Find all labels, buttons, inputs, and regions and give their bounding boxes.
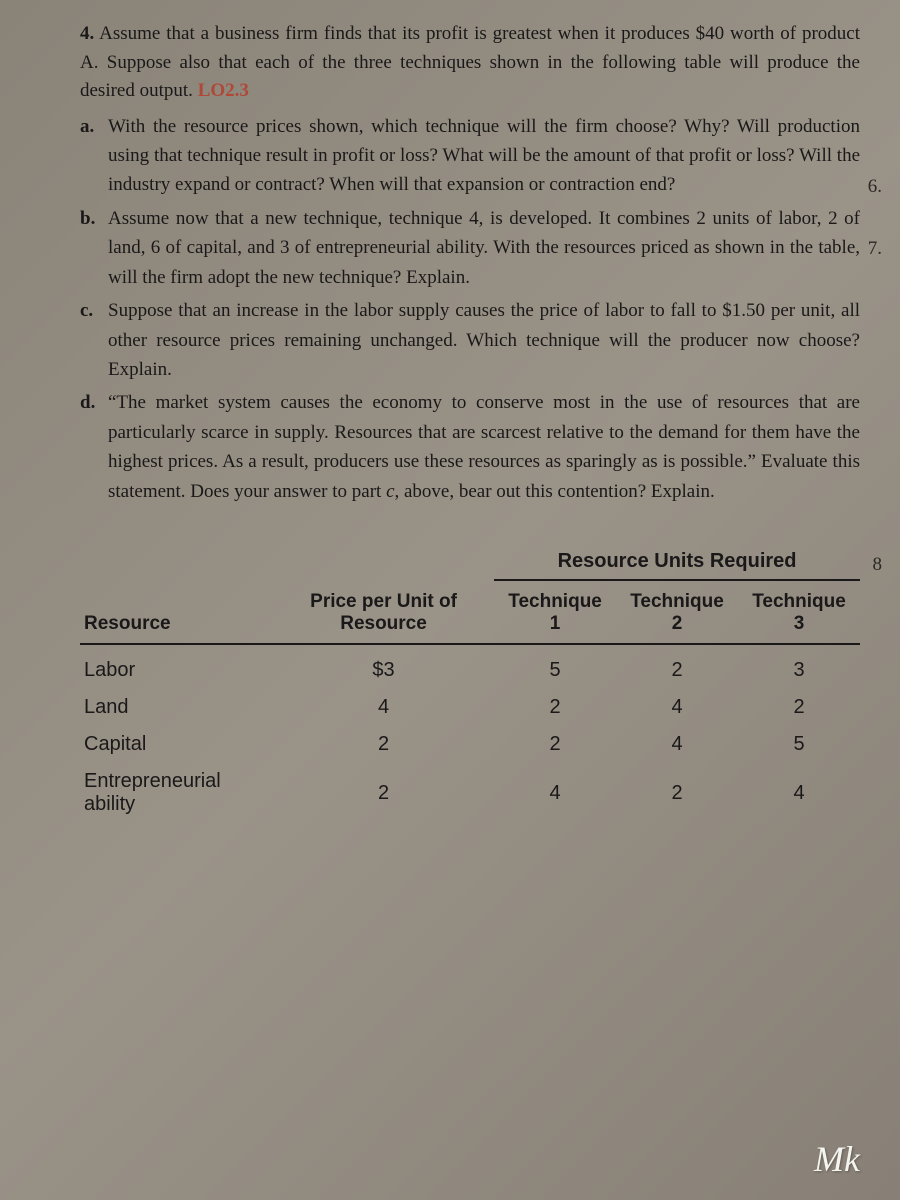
- sub-marker-c: c.: [80, 296, 93, 325]
- cell-resource: Capital: [80, 726, 273, 763]
- sub-question-b: b. Assume now that a new technique, tech…: [108, 204, 860, 292]
- sub-question-list: a. With the resource prices shown, which…: [80, 112, 860, 507]
- sub-d-text-after: , above, bear out this contention? Expla…: [395, 481, 715, 502]
- question-number: 4.: [80, 23, 94, 44]
- sub-question-c: c. Suppose that an increase in the labor…: [108, 296, 860, 384]
- cell-t1: 2: [494, 689, 616, 726]
- sub-marker-d: d.: [80, 388, 95, 417]
- cell-t3: 4: [738, 763, 860, 823]
- cell-t2: 2: [616, 763, 738, 823]
- question-4-intro: 4. Assume that a business firm finds tha…: [80, 20, 860, 106]
- cell-resource: Labor: [80, 644, 273, 689]
- sub-d-italic-c: c: [386, 481, 394, 502]
- cell-resource: Entrepreneurial ability: [80, 763, 273, 823]
- cell-price: 2: [273, 726, 494, 763]
- table-body: Labor $3 5 2 3 Land 4 2 4 2 Capital 2 2: [80, 644, 860, 823]
- textbook-page: 6. 7. 8 4. Assume that a business firm f…: [80, 20, 860, 823]
- cell-t3: 3: [738, 644, 860, 689]
- col-header-t1: Technique 1: [494, 580, 616, 644]
- cell-t2: 2: [616, 644, 738, 689]
- sub-b-text: Assume now that a new technique, techniq…: [108, 208, 860, 288]
- margin-ref-7: 7.: [868, 238, 882, 260]
- cell-resource: Land: [80, 689, 273, 726]
- cell-t1: 5: [494, 644, 616, 689]
- resource-table: Resource Units Required Resource Price p…: [80, 544, 860, 823]
- sub-question-a: a. With the resource prices shown, which…: [108, 112, 860, 200]
- sub-c-text: Suppose that an increase in the labor su…: [108, 300, 860, 380]
- table-row: Capital 2 2 4 5: [80, 726, 860, 763]
- cell-price: 4: [273, 689, 494, 726]
- cell-price: 2: [273, 763, 494, 823]
- cell-t2: 4: [616, 689, 738, 726]
- sub-a-text: With the resource prices shown, which te…: [108, 116, 860, 196]
- table-spanner-header: Resource Units Required: [494, 544, 860, 580]
- table-row: Entrepreneurial ability 2 4 2 4: [80, 763, 860, 823]
- col-header-resource: Resource: [80, 580, 273, 644]
- lo-reference: LO2.3: [198, 80, 249, 101]
- sub-marker-b: b.: [80, 204, 95, 233]
- cell-t2: 4: [616, 726, 738, 763]
- sub-marker-a: a.: [80, 112, 94, 141]
- resource-table-container: Resource Units Required Resource Price p…: [80, 544, 860, 823]
- sub-question-d: d. “The market system causes the economy…: [108, 388, 860, 506]
- margin-ref-8: 8: [873, 554, 883, 576]
- col-header-t2: Technique 2: [616, 580, 738, 644]
- col-header-t3: Technique 3: [738, 580, 860, 644]
- cell-t3: 5: [738, 726, 860, 763]
- cell-t1: 2: [494, 726, 616, 763]
- col-header-price: Price per Unit of Resource: [273, 580, 494, 644]
- table-row: Land 4 2 4 2: [80, 689, 860, 726]
- cell-price: $3: [273, 644, 494, 689]
- watermark: Mk: [814, 1138, 860, 1180]
- margin-ref-6: 6.: [868, 176, 882, 198]
- table-row: Labor $3 5 2 3: [80, 644, 860, 689]
- cell-t3: 2: [738, 689, 860, 726]
- cell-t1: 4: [494, 763, 616, 823]
